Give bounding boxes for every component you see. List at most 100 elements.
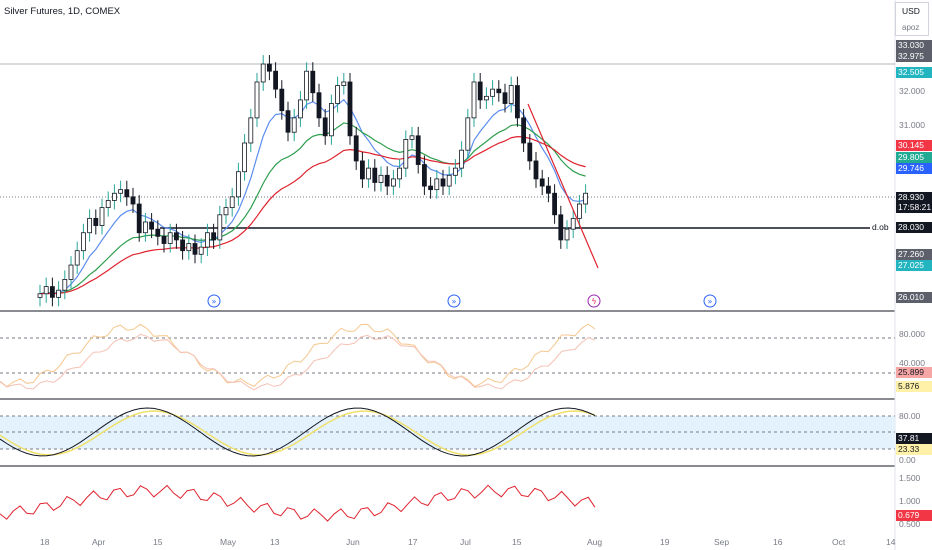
event-marker[interactable]: ϟ — [587, 294, 601, 308]
candle-body — [390, 178, 396, 187]
ema-line — [39, 98, 586, 295]
candle-body — [335, 85, 341, 104]
candle-body — [452, 167, 458, 176]
time-label: Oct — [832, 537, 846, 547]
rsi-line-primary — [0, 323, 596, 388]
candle-body — [508, 85, 514, 104]
event-marker[interactable]: » — [447, 294, 461, 308]
candle-body — [533, 160, 539, 180]
moving-averages — [39, 98, 586, 295]
price-label-ema-slow: 30.145 — [896, 140, 932, 151]
currency-code: USD — [902, 6, 920, 16]
candle-body — [527, 142, 533, 162]
candle-body — [74, 250, 80, 266]
candle-body — [397, 167, 403, 180]
event-marker[interactable]: » — [703, 294, 717, 308]
candle-body — [279, 88, 285, 112]
rsi-label-b: 5.876 — [896, 381, 932, 392]
candle-body — [440, 178, 446, 187]
candle-body — [310, 70, 316, 94]
candle-body — [459, 149, 465, 169]
candle-body — [515, 85, 520, 119]
candle-body — [583, 192, 588, 205]
event-marker[interactable]: » — [207, 294, 221, 308]
price-label-support: 28.030 — [896, 222, 932, 233]
candle-body — [477, 81, 483, 101]
candle-body — [124, 189, 130, 198]
price-label-ema-mid: 29.805 — [896, 152, 932, 163]
time-label: 16 — [773, 537, 783, 547]
price-label-current: 28.930 — [896, 192, 932, 203]
candle-body — [384, 174, 390, 187]
price-label-high-close: 32.975 — [896, 51, 932, 62]
price-label-band-lower: 27.025 — [896, 260, 932, 271]
candle-body — [37, 293, 43, 298]
candle-body — [564, 228, 570, 241]
vol-tick: 0.500 — [899, 519, 921, 529]
support-label: d.ob — [872, 222, 889, 232]
candle-body — [266, 63, 272, 72]
candle-body — [372, 167, 378, 183]
candle-body — [248, 117, 254, 144]
candle-body — [304, 70, 310, 101]
candle-body — [56, 289, 61, 298]
price-tick: 31.000 — [899, 120, 925, 130]
candle-body — [434, 178, 440, 191]
candle-body — [539, 178, 545, 187]
candle-body — [285, 110, 291, 133]
rsi-tick: 40.000 — [899, 358, 925, 368]
candle-body — [136, 203, 142, 234]
trend-line[interactable] — [527, 103, 599, 269]
candle-body — [204, 232, 210, 248]
chart-title: Silver Futures, 1D, COMEX — [4, 6, 121, 17]
time-label: 19 — [660, 537, 670, 547]
price-label-high: 33.030 — [896, 40, 932, 51]
price-label-ema-fast: 29.746 — [896, 163, 932, 174]
stoch-tick: 0.00 — [899, 455, 916, 465]
candle-body — [403, 139, 409, 169]
candle-body — [328, 103, 334, 137]
svg-text:ϟ: ϟ — [591, 297, 596, 306]
candle-body — [186, 243, 192, 252]
time-label: May — [220, 537, 237, 547]
candle-body — [105, 200, 111, 209]
stoch-label-d: 23.33 — [896, 444, 932, 455]
candle-body — [192, 243, 198, 255]
stoch-tick: 80.00 — [899, 411, 921, 421]
rsi-tick: 80.000 — [899, 329, 925, 339]
rsi-line-secondary — [0, 333, 596, 391]
countdown-label: 17:58:21 — [896, 202, 932, 213]
candle-body — [242, 142, 248, 173]
ema-line — [39, 122, 586, 295]
candle-body — [62, 279, 68, 291]
candle-body — [415, 135, 421, 165]
candle-body — [291, 117, 297, 133]
price-label-low: 27.260 — [896, 249, 932, 260]
svg-text:»: » — [452, 297, 457, 306]
candle-body — [93, 217, 99, 226]
vol-tick: 1.000 — [899, 496, 921, 506]
candle-body — [273, 70, 279, 90]
candle-body — [465, 117, 471, 151]
candle-body — [81, 232, 86, 252]
currency-selector[interactable]: USD apoz — [895, 2, 929, 36]
candle-body — [366, 167, 372, 180]
stoch-label-k: 37.81 — [896, 433, 932, 444]
candle-body — [353, 135, 359, 162]
candles — [37, 55, 588, 307]
currency-sub: apoz — [902, 23, 920, 32]
time-label: Sep — [714, 537, 730, 547]
rsi-label-a: 25.899 — [896, 367, 932, 378]
candle-body — [235, 171, 241, 198]
volatility-line — [0, 484, 596, 522]
candle-body — [558, 214, 564, 241]
candle-body — [118, 189, 123, 194]
candle-body — [217, 214, 223, 241]
candle-body — [142, 221, 148, 234]
candle-body — [490, 88, 496, 97]
time-label: 15 — [153, 537, 163, 547]
candle-body — [316, 92, 322, 119]
candle-body — [229, 196, 235, 209]
candle-body — [173, 232, 179, 241]
